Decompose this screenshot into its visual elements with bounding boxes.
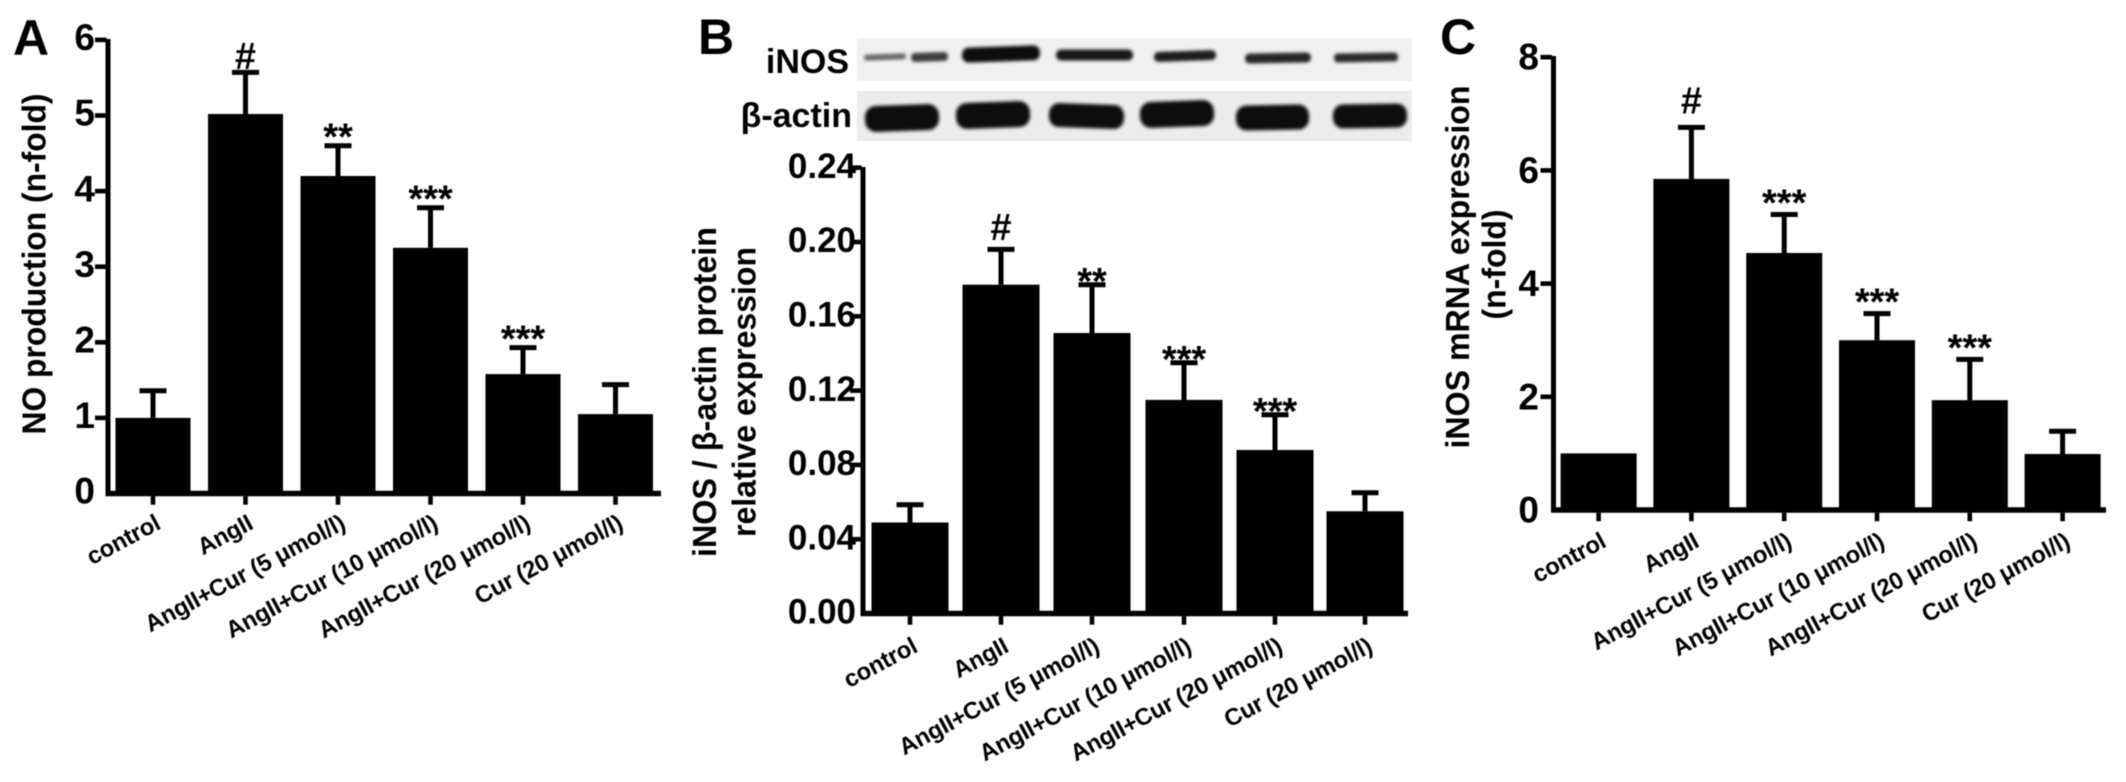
svg-text:C: C: [1440, 9, 1476, 65]
svg-text:iNOS: iNOS: [766, 43, 849, 81]
svg-text:**: **: [323, 117, 353, 159]
svg-text:0.24: 0.24: [788, 147, 857, 186]
svg-text:0.08: 0.08: [788, 444, 856, 483]
svg-text:iNOS mRNA expression: iNOS mRNA expression: [1439, 86, 1476, 449]
svg-text:**: **: [1077, 261, 1107, 303]
svg-text:B: B: [698, 9, 734, 65]
svg-text:8: 8: [1518, 37, 1539, 78]
svg-text:(n-fold): (n-fold): [1476, 210, 1513, 320]
svg-text:relative expression: relative expression: [726, 247, 763, 537]
svg-text:4: 4: [74, 168, 95, 209]
svg-text:0.20: 0.20: [788, 221, 856, 260]
svg-text:A: A: [13, 10, 49, 66]
svg-text:***: ***: [408, 179, 453, 221]
svg-text:0: 0: [74, 471, 95, 512]
svg-text:6: 6: [1518, 150, 1539, 191]
svg-text:#: #: [990, 207, 1011, 249]
svg-text:#: #: [235, 36, 256, 78]
svg-text:2: 2: [1518, 376, 1539, 417]
svg-text:***: ***: [1855, 282, 1900, 324]
svg-text:0.04: 0.04: [788, 518, 857, 557]
svg-text:0: 0: [1518, 490, 1539, 531]
svg-text:3: 3: [74, 244, 95, 285]
svg-text:NO production (n-fold): NO production (n-fold): [16, 94, 53, 435]
svg-text:5: 5: [74, 93, 95, 134]
svg-text:6: 6: [74, 17, 95, 58]
svg-text:0.12: 0.12: [788, 370, 856, 409]
svg-text:***: ***: [1253, 391, 1298, 433]
svg-text:***: ***: [1762, 183, 1807, 225]
svg-text:0.00: 0.00: [788, 593, 856, 632]
svg-text:4: 4: [1518, 263, 1539, 304]
svg-text:1: 1: [74, 395, 95, 436]
svg-text:2: 2: [74, 320, 95, 361]
svg-text:iNOS / β-actin protein: iNOS / β-actin protein: [686, 227, 723, 557]
svg-text:***: ***: [1948, 327, 1993, 369]
svg-text:β-actin: β-actin: [741, 97, 852, 135]
svg-text:0.16: 0.16: [788, 296, 856, 335]
svg-text:***: ***: [1162, 339, 1207, 381]
svg-text:***: ***: [501, 319, 546, 361]
svg-text:#: #: [1681, 81, 1702, 123]
